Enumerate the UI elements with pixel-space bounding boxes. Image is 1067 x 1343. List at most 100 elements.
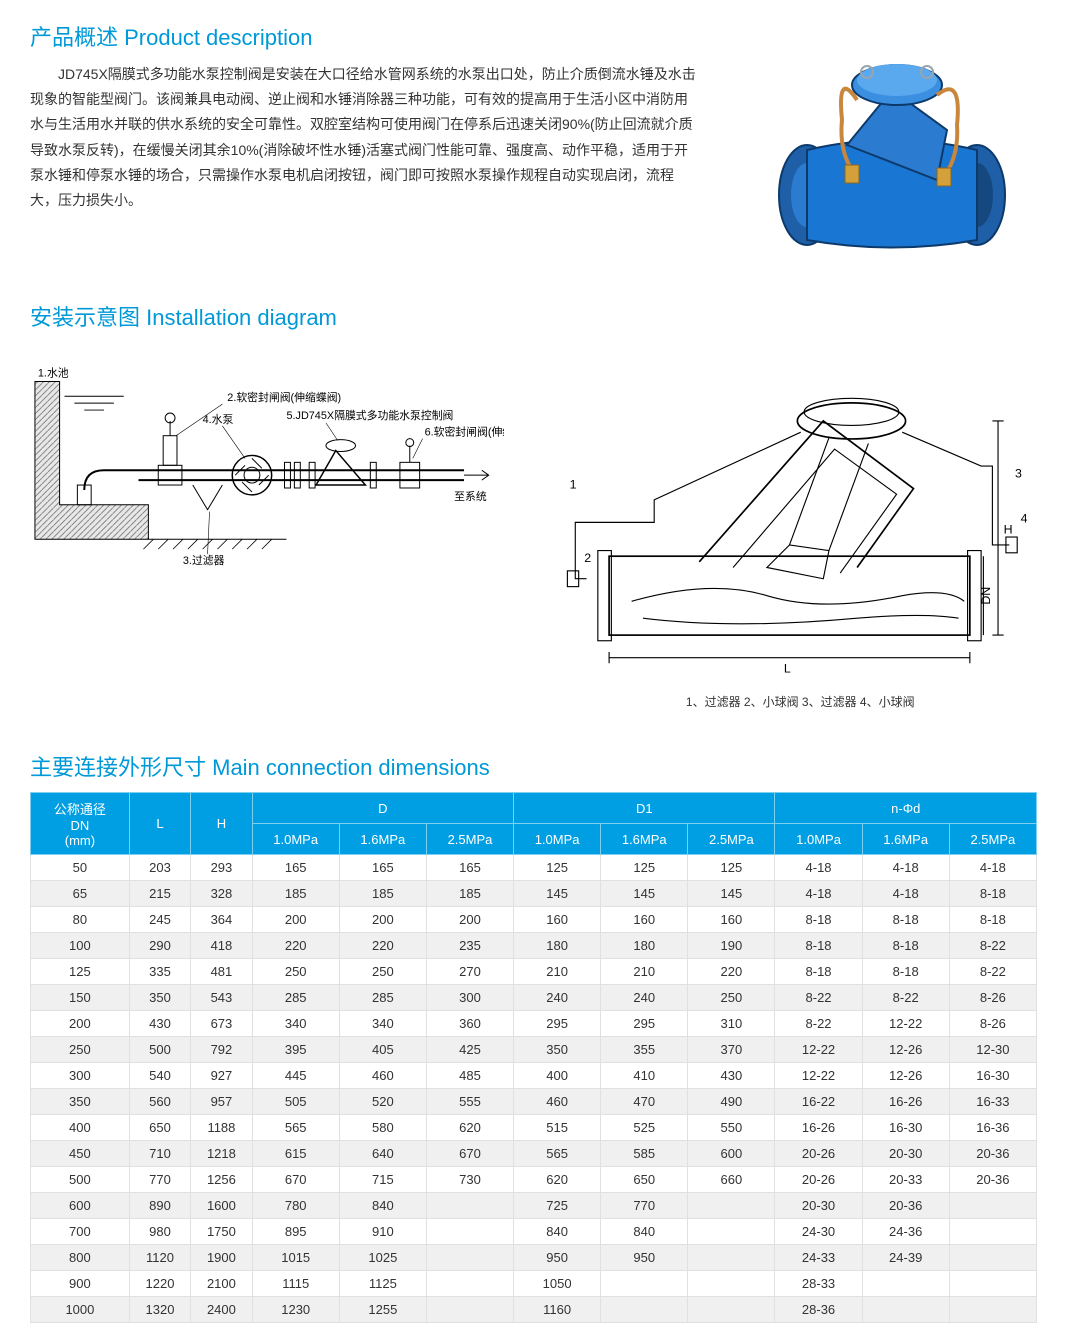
table-cell: 1115 [252,1271,339,1297]
table-cell: 125 [514,855,601,881]
table-cell: 485 [426,1063,513,1089]
table-cell: 24-33 [775,1245,862,1271]
table-cell: 8-18 [775,933,862,959]
table-cell: 370 [688,1037,775,1063]
table-cell: 515 [514,1115,601,1141]
table-cell: 20-36 [862,1193,949,1219]
table-row: 1002904182202202351801801908-188-188-22 [31,933,1037,959]
table-cell: 12-26 [862,1063,949,1089]
table-cell: 28-33 [775,1271,862,1297]
table-cell: 2100 [191,1271,252,1297]
table-cell: 600 [688,1141,775,1167]
th-n-10: 1.0MPa [775,824,862,855]
th-H: H [191,793,252,855]
table-cell: 24-36 [862,1219,949,1245]
table-cell: 600 [31,1193,130,1219]
table-cell: 8-18 [775,959,862,985]
table-cell: 24-30 [775,1219,862,1245]
table-row: 600890160078084072577020-3020-36 [31,1193,1037,1219]
table-cell: 1015 [252,1245,339,1271]
table-cell: 950 [601,1245,688,1271]
table-cell: 650 [129,1115,190,1141]
table-cell: 890 [129,1193,190,1219]
table-row: 450710121861564067056558560020-2620-3020… [31,1141,1037,1167]
table-cell: 160 [688,907,775,933]
table-cell: 8-22 [949,933,1036,959]
table-row: 30054092744546048540041043012-2212-2616-… [31,1063,1037,1089]
table-cell: 550 [688,1115,775,1141]
table-cell: 670 [426,1141,513,1167]
table-cell: 1750 [191,1219,252,1245]
table-cell: 700 [31,1219,130,1245]
table-cell: 16-26 [775,1115,862,1141]
table-cell: 12-22 [775,1037,862,1063]
table-cell: 20-30 [862,1141,949,1167]
th-nphi: n-Φd [775,793,1037,824]
table-cell: 293 [191,855,252,881]
table-cell: 555 [426,1089,513,1115]
install-label-6: 6.软密封闸阀(伸缩蝶阀) [425,425,504,439]
product-description-title: 产品概述 Product description [30,20,697,52]
table-cell: 895 [252,1219,339,1245]
table-cell: 660 [688,1167,775,1193]
th-D1-25: 2.5MPa [688,824,775,855]
table-row: 500770125667071573062065066020-2620-3320… [31,1167,1037,1193]
installation-diagram: 1.水池 2.软密封闸阀(伸缩蝶阀) 3.过滤器 4.水泵 5.JD745X隔膜… [30,342,504,603]
table-row: 700980175089591084084024-3024-36 [31,1219,1037,1245]
table-cell: 840 [601,1219,688,1245]
table-cell: 185 [252,881,339,907]
table-cell: 8-22 [775,985,862,1011]
table-row: 800112019001015102595095024-3324-39 [31,1245,1037,1271]
th-D1-10: 1.0MPa [514,824,601,855]
svg-text:H: H [1003,523,1012,537]
table-cell: 20-33 [862,1167,949,1193]
table-row: 1253354812502502702102102208-188-188-22 [31,959,1037,985]
table-cell: 200 [339,907,426,933]
table-row: 9001220210011151125105028-33 [31,1271,1037,1297]
table-cell: 460 [514,1089,601,1115]
table-cell [688,1271,775,1297]
table-cell [862,1297,949,1323]
svg-text:3: 3 [1014,466,1021,480]
table-row: 2004306733403403602952953108-2212-228-26 [31,1011,1037,1037]
table-cell: 580 [339,1115,426,1141]
table-cell: 1256 [191,1167,252,1193]
table-cell: 100 [31,933,130,959]
table-cell: 500 [129,1037,190,1063]
table-cell: 16-30 [949,1063,1036,1089]
table-cell: 1600 [191,1193,252,1219]
table-cell: 125 [601,855,688,881]
table-cell: 620 [426,1115,513,1141]
table-cell: 730 [426,1167,513,1193]
table-cell: 927 [191,1063,252,1089]
table-cell: 540 [129,1063,190,1089]
table-cell: 840 [514,1219,601,1245]
th-D1: D1 [514,793,775,824]
table-cell: 8-22 [775,1011,862,1037]
table-cell: 1188 [191,1115,252,1141]
table-cell: 245 [129,907,190,933]
table-cell: 20-26 [775,1141,862,1167]
table-cell: 12-22 [775,1063,862,1089]
th-D-10: 1.0MPa [252,824,339,855]
table-cell: 328 [191,881,252,907]
th-D: D [252,793,513,824]
table-cell: 180 [514,933,601,959]
table-cell: 565 [514,1141,601,1167]
section-svg: 1 2 3 4 L H DN [564,342,1038,680]
table-cell: 8-18 [949,881,1036,907]
table-cell: 1000 [31,1297,130,1323]
table-cell: 957 [191,1089,252,1115]
table-cell: 650 [601,1167,688,1193]
table-cell: 200 [31,1011,130,1037]
table-row: 502032931651651651251251254-184-184-18 [31,855,1037,881]
table-cell: 295 [601,1011,688,1037]
table-cell: 16-22 [775,1089,862,1115]
table-cell: 145 [688,881,775,907]
table-cell: 2400 [191,1297,252,1323]
table-cell [862,1271,949,1297]
table-cell [949,1219,1036,1245]
th-L: L [129,793,190,855]
table-cell: 12-30 [949,1037,1036,1063]
table-cell: 4-18 [949,855,1036,881]
